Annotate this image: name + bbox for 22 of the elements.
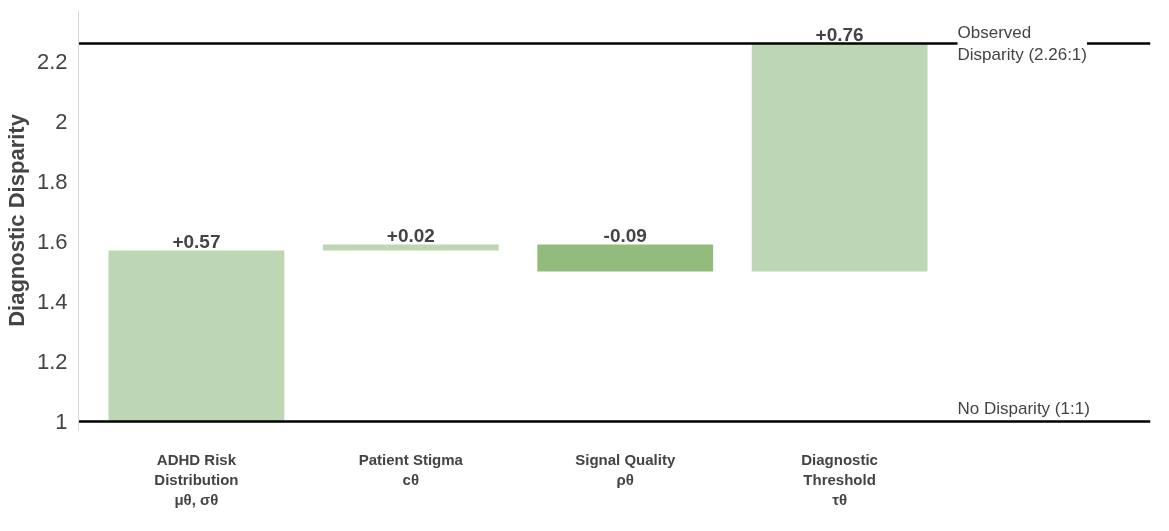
y-tick-label: 1.2 xyxy=(36,349,68,374)
bar xyxy=(537,244,714,272)
x-tick-label: Diagnostic Threshold τθ xyxy=(801,450,878,509)
bar xyxy=(322,244,499,251)
y-tick-label: 1.8 xyxy=(36,169,68,194)
ref-line-label: No Disparity (1:1) xyxy=(957,398,1090,418)
y-tick-label: 1.6 xyxy=(36,229,68,254)
data-label: +0.02 xyxy=(386,224,435,246)
data-label: +0.76 xyxy=(815,23,864,45)
ref-line-label: Observed Disparity (2.26:1) xyxy=(957,22,1087,65)
x-tick-label: ADHD Risk Distribution μθ, σθ xyxy=(154,450,239,509)
bar xyxy=(108,250,285,422)
y-tick-label: 1 xyxy=(55,409,68,434)
x-tick-label: Signal Quality ρθ xyxy=(575,450,676,488)
y-tick-label: 2 xyxy=(55,109,68,134)
y-axis-title: Diagnostic Disparity xyxy=(3,113,29,327)
data-label: -0.09 xyxy=(603,224,647,246)
y-tick-label: 1.4 xyxy=(36,289,68,314)
x-tick-label: Patient Stigma cθ xyxy=(358,450,464,488)
y-tick-label: 2.2 xyxy=(36,49,68,74)
bar xyxy=(751,43,928,272)
data-label: +0.57 xyxy=(172,230,221,252)
